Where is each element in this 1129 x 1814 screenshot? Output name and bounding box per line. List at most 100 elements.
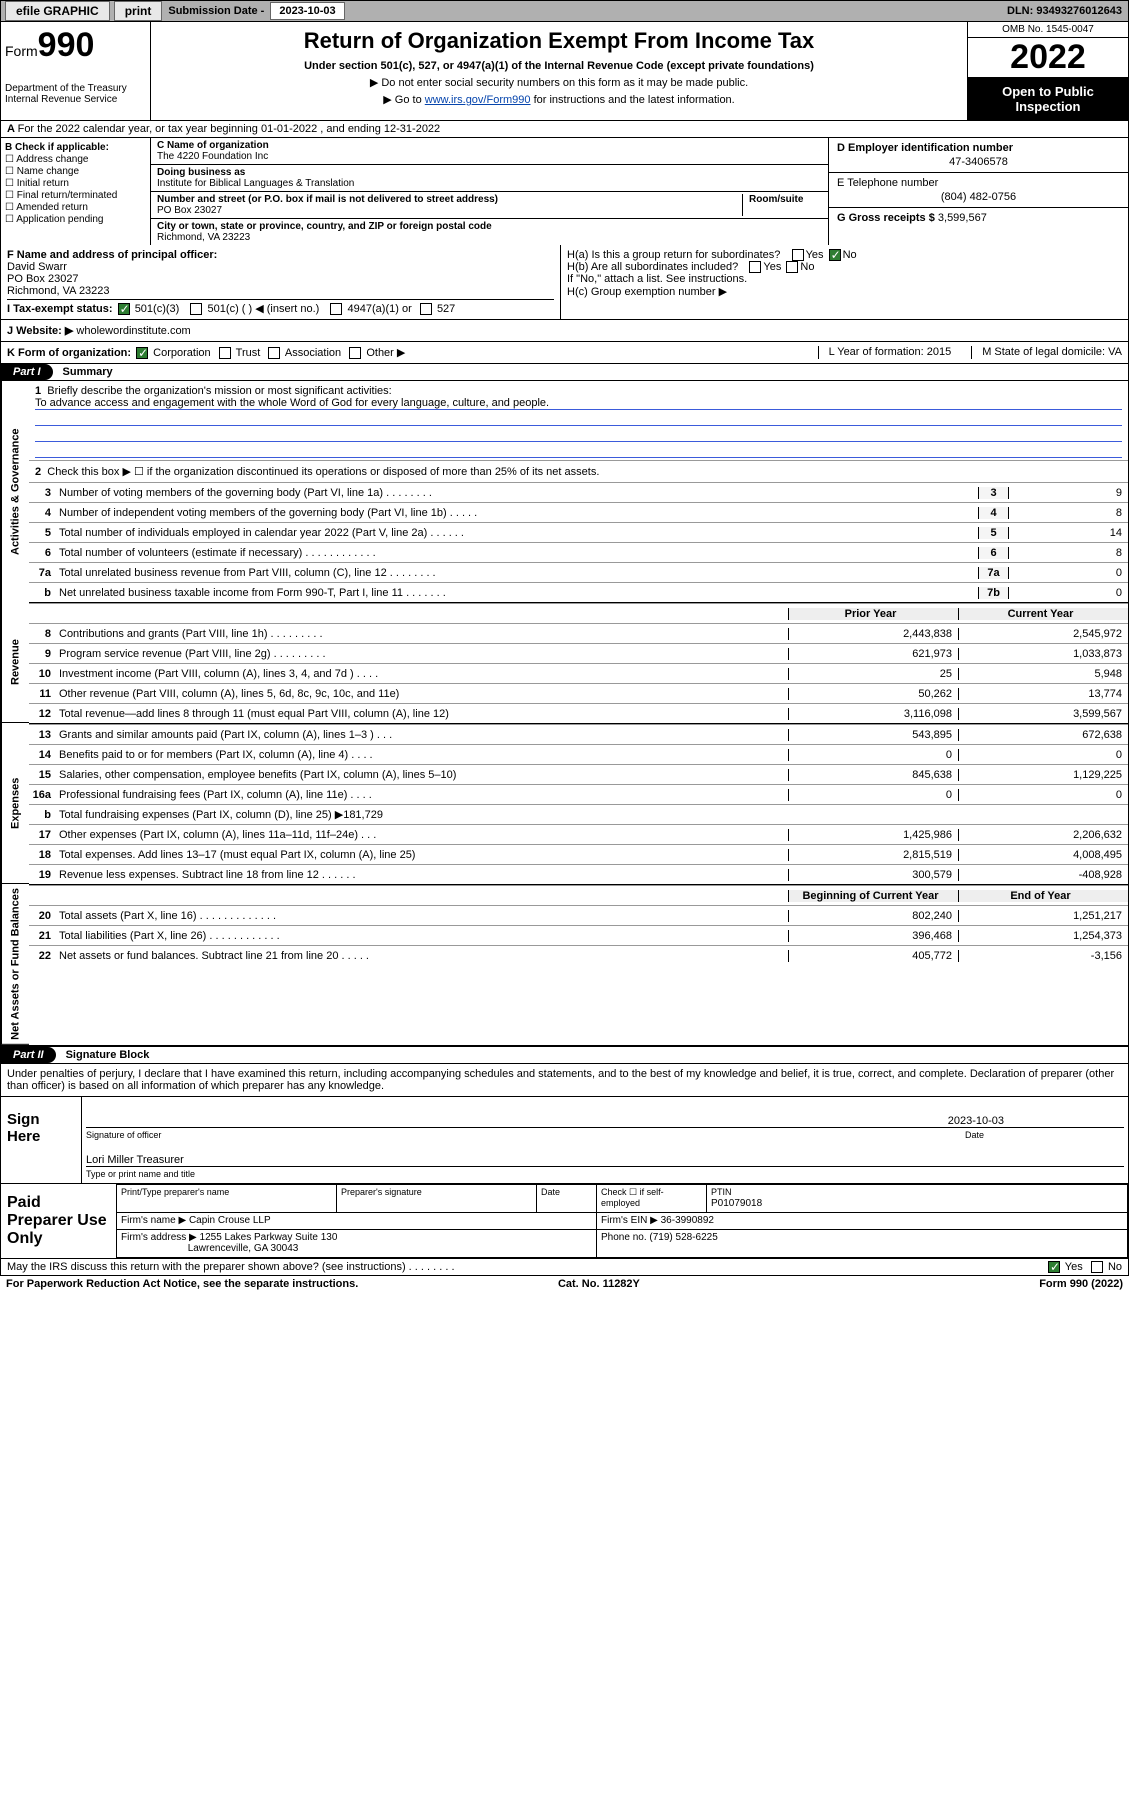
street-address: PO Box 23027 bbox=[157, 205, 222, 216]
summary-line: 7aTotal unrelated business revenue from … bbox=[29, 562, 1128, 582]
penalty-statement: Under penalties of perjury, I declare th… bbox=[0, 1064, 1129, 1097]
hb-yes[interactable] bbox=[749, 261, 761, 273]
summary-line: 4Number of independent voting members of… bbox=[29, 502, 1128, 522]
irs-link[interactable]: www.irs.gov/Form990 bbox=[425, 94, 531, 106]
chk-527[interactable] bbox=[420, 303, 432, 315]
ein: 47-3406578 bbox=[837, 156, 1120, 168]
summary-line: bTotal fundraising expenses (Part IX, co… bbox=[29, 804, 1128, 824]
chk-4947[interactable] bbox=[330, 303, 342, 315]
open-inspection: Open to Public Inspection bbox=[968, 78, 1128, 120]
ha-no[interactable] bbox=[829, 249, 841, 261]
row-f-h: F Name and address of principal officer:… bbox=[0, 245, 1129, 320]
col-prior-year: Prior Year bbox=[788, 608, 958, 620]
department: Department of the Treasury Internal Reve… bbox=[5, 83, 146, 105]
irs-discuss-row: May the IRS discuss this return with the… bbox=[0, 1259, 1129, 1276]
submission-date: 2023-10-03 bbox=[270, 2, 344, 20]
summary-line: 15Salaries, other compensation, employee… bbox=[29, 764, 1128, 784]
summary-line: 8Contributions and grants (Part VIII, li… bbox=[29, 623, 1128, 643]
dba: Institute for Biblical Languages & Trans… bbox=[157, 178, 354, 189]
state-domicile: M State of legal domicile: VA bbox=[971, 346, 1122, 359]
chk-501c3[interactable] bbox=[118, 303, 130, 315]
tax-year: 2022 bbox=[968, 38, 1128, 78]
summary-line: 17Other expenses (Part IX, column (A), l… bbox=[29, 824, 1128, 844]
firm-ein: 36-3990892 bbox=[661, 1215, 714, 1226]
top-toolbar: efile GRAPHIC print Submission Date - 20… bbox=[0, 0, 1129, 22]
summary-line: 5Total number of individuals employed in… bbox=[29, 522, 1128, 542]
subtitle-1: Under section 501(c), 527, or 4947(a)(1)… bbox=[159, 60, 959, 72]
block-bcd: B Check if applicable: ☐ Address change … bbox=[0, 138, 1129, 245]
chk-initial-return[interactable]: ☐ Initial return bbox=[5, 178, 146, 189]
summary-line: 6Total number of volunteers (estimate if… bbox=[29, 542, 1128, 562]
summary-line: 19Revenue less expenses. Subtract line 1… bbox=[29, 864, 1128, 884]
summary-line: 12Total revenue—add lines 8 through 11 (… bbox=[29, 703, 1128, 723]
sign-date: 2023-10-03 bbox=[948, 1115, 1124, 1127]
discuss-no[interactable] bbox=[1091, 1261, 1103, 1273]
summary-line: 14Benefits paid to or for members (Part … bbox=[29, 744, 1128, 764]
row-a-tax-year: A For the 2022 calendar year, or tax yea… bbox=[0, 121, 1129, 138]
summary-line: 10Investment income (Part VIII, column (… bbox=[29, 663, 1128, 683]
officer-name-title: Lori Miller Treasurer bbox=[86, 1154, 184, 1166]
chk-501c[interactable] bbox=[190, 303, 202, 315]
chk-app-pending[interactable]: ☐ Application pending bbox=[5, 214, 146, 225]
telephone: (804) 482-0756 bbox=[837, 191, 1120, 203]
col-current-year: Current Year bbox=[958, 608, 1128, 620]
row-k-form-org: K Form of organization: Corporation Trus… bbox=[0, 342, 1129, 364]
form-title: Return of Organization Exempt From Incom… bbox=[159, 28, 959, 54]
chk-name-change[interactable]: ☐ Name change bbox=[5, 166, 146, 177]
form-number: Form990 bbox=[5, 26, 146, 65]
chk-address-change[interactable]: ☐ Address change bbox=[5, 154, 146, 165]
vtab-expenses: Expenses bbox=[1, 723, 29, 884]
vtab-net-assets: Net Assets or Fund Balances bbox=[1, 884, 29, 1045]
part2-header: Part II Signature Block bbox=[0, 1046, 1129, 1064]
ptin: P01079018 bbox=[711, 1198, 762, 1209]
ha-yes[interactable] bbox=[792, 249, 804, 261]
footer: For Paperwork Reduction Act Notice, see … bbox=[0, 1276, 1129, 1292]
efile-button[interactable]: efile GRAPHIC bbox=[5, 1, 110, 21]
summary-line: 3Number of voting members of the governi… bbox=[29, 482, 1128, 502]
summary-line: 16aProfessional fundraising fees (Part I… bbox=[29, 784, 1128, 804]
year-formation: L Year of formation: 2015 bbox=[818, 346, 952, 359]
col-b-checkboxes: B Check if applicable: ☐ Address change … bbox=[1, 138, 151, 245]
chk-final-return[interactable]: ☐ Final return/terminated bbox=[5, 190, 146, 201]
chk-trust[interactable] bbox=[219, 347, 231, 359]
row-j-website: J Website: ▶ wholewordinstitute.com bbox=[0, 320, 1129, 342]
summary-line: 22Net assets or fund balances. Subtract … bbox=[29, 945, 1128, 965]
summary-line: 21Total liabilities (Part X, line 26) . … bbox=[29, 925, 1128, 945]
chk-other[interactable] bbox=[349, 347, 361, 359]
mission-text: To advance access and engagement with th… bbox=[35, 397, 1122, 410]
summary-table: Activities & Governance 1 Briefly descri… bbox=[0, 381, 1129, 1046]
gross-receipts: 3,599,567 bbox=[938, 212, 987, 224]
firm-phone: (719) 528-6225 bbox=[649, 1232, 717, 1243]
print-button[interactable]: print bbox=[114, 1, 163, 21]
city-state-zip: Richmond, VA 23223 bbox=[157, 232, 250, 243]
discuss-yes[interactable] bbox=[1048, 1261, 1060, 1273]
omb-number: OMB No. 1545-0047 bbox=[968, 22, 1128, 38]
summary-line: 18Total expenses. Add lines 13–17 (must … bbox=[29, 844, 1128, 864]
chk-assoc[interactable] bbox=[268, 347, 280, 359]
firm-address: 1255 Lakes Parkway Suite 130 bbox=[200, 1232, 338, 1243]
col-c-org-info: C Name of organization The 4220 Foundati… bbox=[151, 138, 828, 245]
part1-header: Part I Summary bbox=[0, 364, 1129, 381]
summary-line: 20Total assets (Part X, line 16) . . . .… bbox=[29, 905, 1128, 925]
subtitle-2: ▶ Do not enter social security numbers o… bbox=[159, 76, 959, 89]
form-header: Form990 Department of the Treasury Inter… bbox=[0, 22, 1129, 121]
summary-line: 9Program service revenue (Part VIII, lin… bbox=[29, 643, 1128, 663]
officer-name: David Swarr bbox=[7, 261, 67, 273]
summary-line: 13Grants and similar amounts paid (Part … bbox=[29, 724, 1128, 744]
summary-line: 11Other revenue (Part VIII, column (A), … bbox=[29, 683, 1128, 703]
hb-no[interactable] bbox=[786, 261, 798, 273]
firm-name: Capin Crouse LLP bbox=[189, 1215, 271, 1226]
sign-here-block: Sign Here 2023-10-03 Signature of office… bbox=[0, 1097, 1129, 1184]
chk-amended[interactable]: ☐ Amended return bbox=[5, 202, 146, 213]
website: wholewordinstitute.com bbox=[76, 325, 190, 337]
submission-label: Submission Date - bbox=[168, 5, 264, 17]
dln: DLN: 93493276012643 bbox=[1007, 5, 1128, 17]
paid-preparer-block: Paid Preparer Use Only Print/Type prepar… bbox=[0, 1184, 1129, 1259]
col-d-ein: D Employer identification number47-34065… bbox=[828, 138, 1128, 245]
subtitle-3: ▶ Go to www.irs.gov/Form990 for instruct… bbox=[159, 93, 959, 106]
chk-corp[interactable] bbox=[136, 347, 148, 359]
summary-line: bNet unrelated business taxable income f… bbox=[29, 582, 1128, 602]
org-name: The 4220 Foundation Inc bbox=[157, 151, 268, 162]
vtab-revenue: Revenue bbox=[1, 602, 29, 723]
vtab-governance: Activities & Governance bbox=[1, 381, 29, 602]
